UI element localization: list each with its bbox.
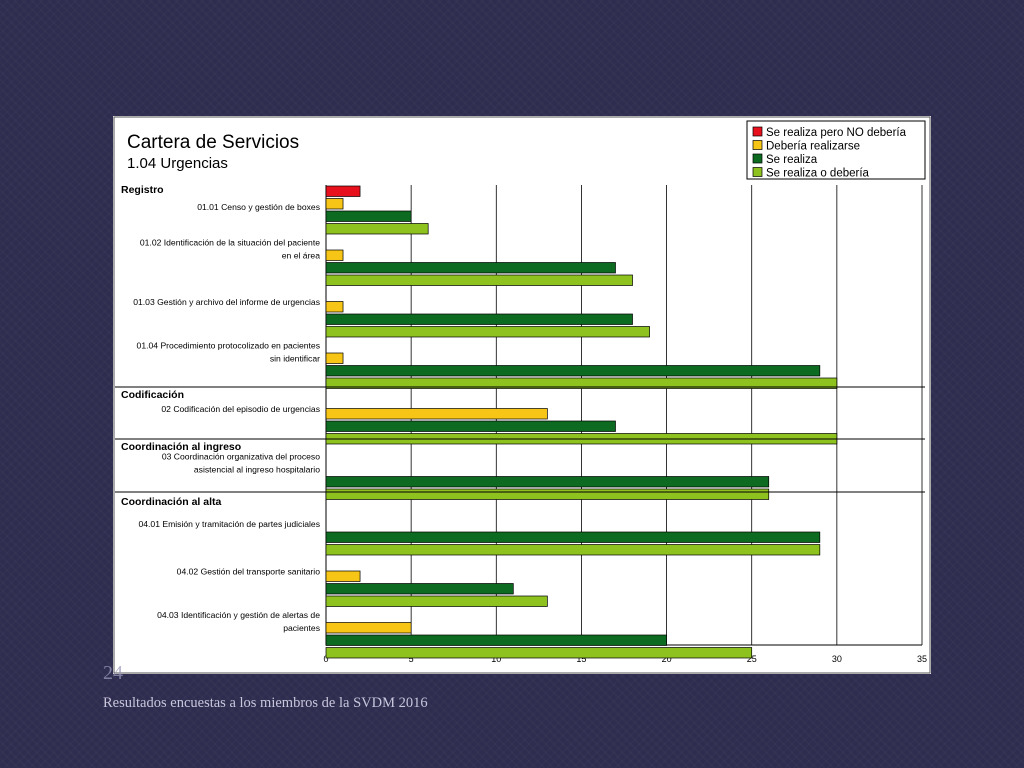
bar-realiza [325,313,633,325]
legend-swatch [752,153,763,164]
legend-label: Debería realizarse [766,141,860,153]
section-label: Coordinación al alta [121,496,222,508]
legend-label: Se realiza [766,154,818,166]
bar-total [325,595,548,607]
category-label: 04.01 Emisión y tramitación de partes ju… [138,519,320,529]
x-tick-label: 30 [832,654,842,664]
legend-swatch [752,140,763,150]
bar-realiza [325,531,821,543]
category-label: 01.03 Gestión y archivo del informe de u… [133,297,320,307]
bar-deberia [325,408,548,420]
bar-deberia [325,352,344,364]
category-label: asistencial al ingreso hospitalario [194,465,320,475]
x-tick-label: 35 [917,654,927,664]
legend-label: Se realiza pero NO debería [766,127,907,139]
category-label: sin identificar [270,354,320,364]
x-tick-label: 0 [323,654,328,664]
bar-total [325,377,838,389]
bar-total [325,326,650,338]
category-label: 01.01 Censo y gestión de boxes [197,202,320,212]
category-label: 04.03 Identificación y gestión de alerta… [157,610,320,620]
bar-realiza [325,262,616,274]
category-label: en el área [282,251,320,261]
bar-realiza [325,210,412,222]
category-label: 03 Coordinación organizativa del proceso [162,452,320,462]
bar-total [325,223,429,235]
chart-panel: Cartera de Servicios 1.04 Urgencias 0 5 10 15… [113,116,931,674]
legend-label: Se realiza o debería [766,168,870,180]
x-tick-label: 5 [409,654,414,664]
chart-frame [113,116,931,674]
bar-total [325,274,633,286]
section-label: Coordinación al ingreso [121,441,241,453]
legend-swatch [752,167,763,177]
bar-total [325,488,770,500]
slide-caption: Resultados encuestas a los miembros de l… [103,695,428,711]
x-tick-label: 15 [576,654,586,664]
x-tick-label: 20 [662,654,672,664]
legend-box [746,120,926,180]
bar-deberia [325,622,412,634]
category-label: 01.04 Procedimiento protocolizado en pac… [137,341,320,351]
bar-realiza [325,420,616,432]
bar-deberia [325,301,344,313]
category-label: pacientes [283,623,320,633]
bar-realiza [325,583,514,595]
section-label: Registro [121,184,164,196]
bar-realiza [325,365,821,377]
legend-swatch [752,126,763,137]
bar-total [325,544,821,556]
category-label: 01.02 Identificación de la situación del… [140,238,320,248]
bar-deberia [325,570,361,582]
bar-realiza [325,476,770,488]
category-label: 04.02 Gestión del transporte sanitario [177,567,321,577]
category-label: 02 Codificación del episodio de urgencia… [161,404,320,414]
bar-no [325,185,361,197]
bar-realiza [325,634,667,646]
x-tick-label: 25 [747,654,757,664]
chart-subtitle: 1.04 Urgencias [127,155,228,172]
slide-number: 24 [103,662,123,684]
bar-deberia [325,198,344,210]
bar-total [325,647,753,659]
section-label: Codificación [121,389,184,401]
x-tick-label: 10 [491,654,501,664]
chart-title: Cartera de Servicios [127,132,299,153]
bar-chart: Cartera de Servicios 1.04 Urgencias 0 5 10 15… [113,116,931,674]
bar-deberia [325,249,344,261]
